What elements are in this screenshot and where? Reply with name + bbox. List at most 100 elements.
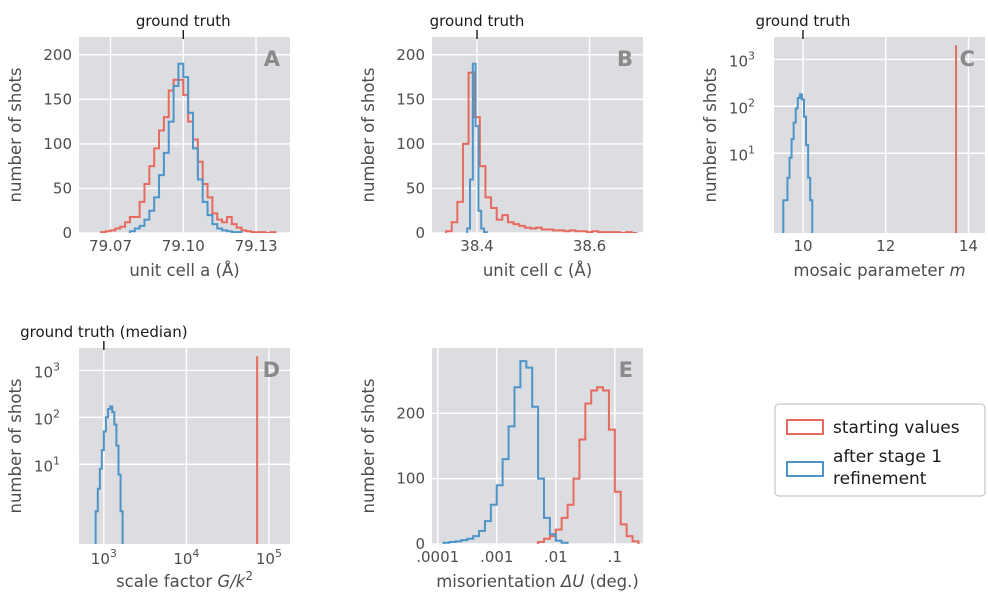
x-axis-label-prefix: mosaic parameter [793,261,949,280]
panel-letter-d: D [263,358,280,382]
tick-base: 10 [34,363,53,381]
x-axis-label-suffix: (deg.) [584,572,638,591]
ground-truth-label: ground truth [136,12,231,30]
y-tick-label: 200 [396,46,425,64]
series-after-stage-1-histogram [466,62,488,233]
y-axis-label: number of shots [6,67,25,202]
y-tick-label: 150 [396,90,425,108]
data-layer [782,45,958,233]
plot-area [774,37,985,233]
data-layer [94,356,259,544]
y-tick-label: 150 [43,90,72,108]
y-tick-label: 102 [34,407,60,428]
x-tick-label: .001 [480,548,513,566]
x-tick-label: 14 [959,237,978,255]
data-layer [99,62,277,233]
x-tick-label: .0001 [416,548,459,566]
y-tick-label: 101 [729,143,755,164]
x-axis-label-superscript: 2 [245,569,253,583]
y-tick-label: 200 [396,404,425,422]
tick-base: 10 [729,146,748,164]
tick-exponent: 3 [748,49,755,62]
y-tick-label: 103 [34,360,60,381]
legend-swatch-after-stage-1 [786,461,824,477]
x-tick-label: 104 [173,547,199,568]
legend: starting values after stage 1 refinement [774,403,986,497]
legend-swatch-starting-values [786,419,824,435]
panel-letter-b: B [617,47,633,71]
plot-area [79,348,290,544]
x-axis-label: misorientation ΔU (deg.) [436,572,639,591]
tick-base: 10 [256,550,275,568]
y-tick-label: 50 [53,179,72,197]
x-tick-label: 79.07 [89,237,132,255]
panel-letter-e: E [619,358,633,382]
plot-area [432,37,643,233]
y-axis-label: number of shots [359,378,378,513]
panel-e: .0001 .001 .01 .1 0 100 200 number of shots miso… [359,348,643,591]
x-axis-label: scale factor G/k2 [116,569,253,591]
data-layer [442,360,640,544]
x-tick-label: 10 [793,237,812,255]
panel-letter-a: A [264,47,281,71]
ground-truth-label: ground truth [756,12,851,30]
panel-letter-c: C [960,47,975,71]
x-tick-label: 79.13 [235,237,278,255]
y-tick-label: 200 [43,46,72,64]
legend-label-starting-values: starting values [833,418,960,438]
panel-a: 79.07 79.10 79.13 0 50 100 150 200 number of sho… [6,12,290,280]
x-tick-label: 38.4 [460,237,493,255]
tick-base: 10 [729,52,748,70]
x-tick-label: 79.10 [162,237,205,255]
series-after-stage-1-histogram [128,62,243,233]
x-axis-label-variable: m [950,261,966,280]
x-axis-label-prefix: scale factor [116,572,217,591]
x-tick-label: .1 [608,548,622,566]
tick-base: 10 [91,550,110,568]
x-axis-label-prefix: misorientation [436,572,561,591]
series-after-stage-1-histogram [94,405,124,544]
x-axis-label-variable: G/k [217,572,246,591]
legend-frame [774,403,986,497]
y-tick-label: 101 [34,454,60,475]
tick-exponent: 4 [192,547,199,560]
y-axis-label: number of shots [701,67,720,202]
x-axis-label: mosaic parameter m [793,261,965,280]
y-tick-label: 100 [396,470,425,488]
tick-exponent: 2 [748,96,755,109]
x-axis-label: unit cell a (Å) [129,261,239,280]
tick-base: 10 [34,457,53,475]
series-after-stage-1-histogram [782,93,814,233]
legend-label-after-stage-1-line1: after stage 1 [833,447,942,467]
tick-exponent: 3 [53,360,60,373]
y-axis-label: number of shots [6,378,25,513]
series-after-stage-1-histogram [442,360,569,544]
x-axis-label: unit cell c (Å) [483,261,592,280]
y-tick-label: 0 [62,224,72,242]
y-tick-label: 0 [415,535,425,553]
ground-truth-label: ground truth [430,12,525,30]
x-tick-label: 38.6 [573,237,606,255]
tick-base: 10 [729,99,748,117]
y-tick-label: 100 [396,135,425,153]
y-tick-label: 102 [729,96,755,117]
legend-label-after-stage-1-line2: refinement [833,469,927,489]
x-tick-label: 12 [876,237,895,255]
x-axis-label-variable: ΔU [559,572,584,591]
tick-exponent: 1 [748,143,755,156]
panel-b: 38.4 38.6 0 50 100 150 200 number of shots unit … [359,12,643,280]
tick-exponent: 2 [53,407,60,420]
tick-base: 10 [173,550,192,568]
y-tick-label: 50 [406,179,425,197]
y-tick-label: 103 [729,49,755,70]
x-tick-label: 105 [256,547,282,568]
y-tick-label: 0 [415,224,425,242]
y-tick-label: 100 [43,135,72,153]
x-tick-label: .01 [544,548,568,566]
x-tick-label: 103 [91,547,117,568]
tick-exponent: 5 [275,547,282,560]
tick-base: 10 [34,410,53,428]
